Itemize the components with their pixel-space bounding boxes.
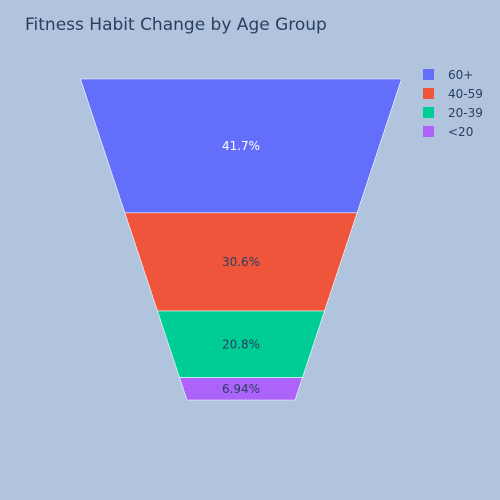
legend-label-3[interactable]: 20-39 (448, 106, 483, 120)
legend: 60+ 40-59 20-39 <20 (423, 68, 483, 139)
legend-swatch-1[interactable] (423, 69, 434, 80)
segment-label-2: 30.6% (222, 255, 260, 269)
segment-label-1: 41.7% (222, 139, 260, 153)
legend-swatch-4[interactable] (423, 126, 434, 137)
legend-swatch-3[interactable] (423, 107, 434, 118)
chart-title: Fitness Habit Change by Age Group (25, 15, 327, 35)
funnel-segment-4[interactable] (179, 377, 303, 401)
legend-label-1[interactable]: 60+ (448, 68, 473, 82)
legend-label-2[interactable]: 40-59 (448, 87, 483, 101)
segment-label-3: 20.8% (222, 337, 260, 351)
segment-label-4: 6.94% (222, 382, 260, 396)
legend-label-4[interactable]: <20 (448, 125, 473, 139)
funnel-segments: 41.7% 30.6% 20.8% 6.94% (80, 78, 402, 401)
legend-swatch-2[interactable] (423, 88, 434, 99)
